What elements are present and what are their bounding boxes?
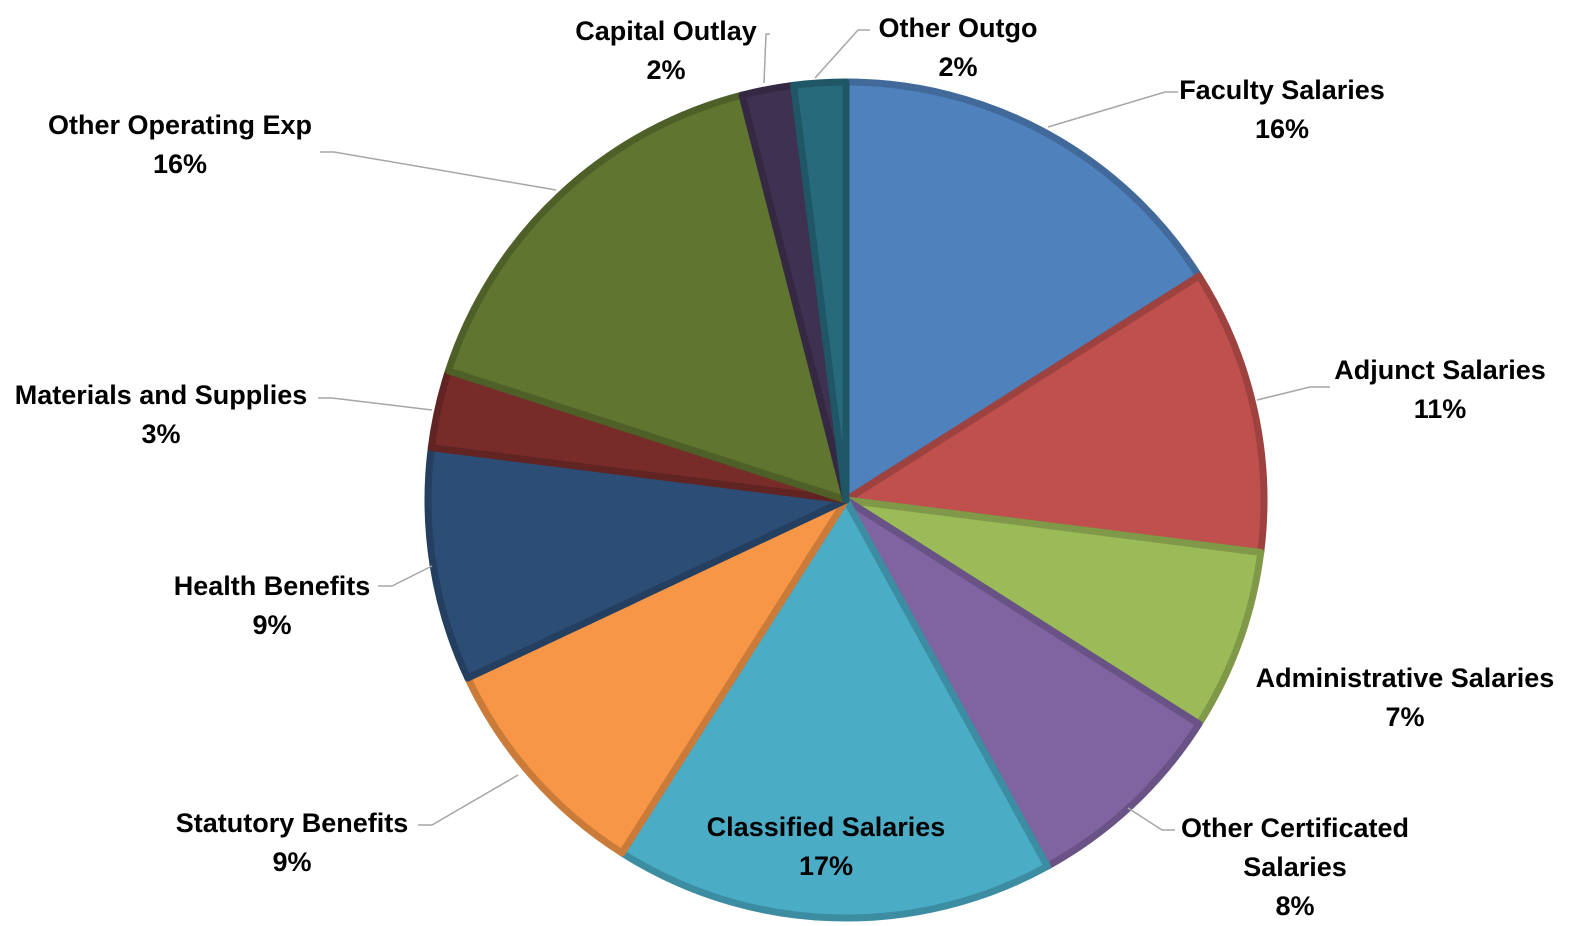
pie-slice-other-outgo (790, 78, 850, 504)
pie-slice-administrative-salaries (842, 496, 1265, 728)
pie-slice-other-operating-exp (444, 91, 850, 504)
data-label-administrative-salaries: Administrative Salaries 7% (1256, 663, 1555, 732)
data-label-other-outgo: Other Outgo 2% (879, 13, 1038, 82)
data-label-other-certificated-salaries: Other Certificated Salaries 8% (1181, 813, 1409, 921)
leader-line-faculty-salaries (1047, 91, 1178, 128)
leader-line-other-certificated-salaries (1127, 807, 1175, 831)
data-label-name: Classified Salaries (707, 812, 946, 842)
data-label-health-benefits: Health Benefits 9% (174, 571, 371, 640)
data-label-other-operating-exp: Other Operating Exp 16% (48, 110, 312, 179)
data-label-name: Materials and Supplies (15, 380, 308, 410)
data-label-adjunct-salaries: Adjunct Salaries 11% (1334, 355, 1546, 424)
leader-line-capital-outlay (763, 33, 770, 84)
data-label-value: 2% (646, 55, 685, 85)
leader-line-other-operating-exp (320, 151, 557, 191)
data-label-materials-and-supplies: Materials and Supplies 3% (15, 380, 308, 449)
pie-slice-classified-salaries (618, 496, 1051, 922)
data-label-name: Other Operating Exp (48, 110, 312, 140)
leader-line-other-outgo (814, 29, 870, 79)
data-label-value: 3% (141, 419, 180, 449)
pie-slice-statutory-benefits (464, 496, 850, 857)
data-label-name: Salaries (1243, 852, 1347, 882)
pie-slice-faculty-salaries (842, 78, 1203, 504)
data-label-value: 8% (1275, 891, 1314, 921)
data-label-classified-salaries: Classified Salaries 17% (707, 812, 946, 881)
data-label-name: Other Certificated (1181, 813, 1409, 843)
data-label-name: Health Benefits (174, 571, 371, 601)
pie-slice-other-certificated-salaries (842, 496, 1203, 870)
leader-line-adjunct-salaries (1256, 386, 1330, 401)
data-label-value: 17% (799, 851, 853, 881)
data-label-value: 11% (1414, 394, 1467, 424)
leader-lines-layer (318, 29, 1330, 831)
data-label-name: Statutory Benefits (176, 808, 409, 838)
data-label-statutory-benefits: Statutory Benefits 9% (176, 808, 409, 877)
data-label-value: 9% (272, 847, 311, 877)
data-label-name: Other Outgo (879, 13, 1038, 43)
leader-line-statutory-benefits (418, 774, 519, 826)
data-label-name: Administrative Salaries (1256, 663, 1555, 693)
data-label-value: 9% (252, 610, 291, 640)
pie-slice-adjunct-salaries (842, 272, 1268, 556)
leader-line-materials-and-supplies (318, 397, 433, 411)
data-label-value: 16% (1255, 114, 1309, 144)
data-label-capital-outlay: Capital Outlay 2% (575, 16, 757, 85)
data-label-value: 7% (1385, 702, 1424, 732)
data-label-name: Adjunct Salaries (1334, 355, 1546, 385)
data-label-faculty-salaries: Faculty Salaries 16% (1179, 75, 1385, 144)
labels-layer: Faculty Salaries 16%Adjunct Salaries 11%Ad… (15, 13, 1555, 921)
data-label-name: Faculty Salaries (1179, 75, 1385, 105)
pie-slice-health-benefits (424, 444, 850, 682)
data-label-value: 2% (938, 52, 977, 82)
data-label-value: 16% (153, 149, 207, 179)
leader-line-health-benefits (378, 565, 433, 587)
data-label-name: Capital Outlay (575, 16, 757, 46)
slices-layer (424, 78, 1268, 922)
